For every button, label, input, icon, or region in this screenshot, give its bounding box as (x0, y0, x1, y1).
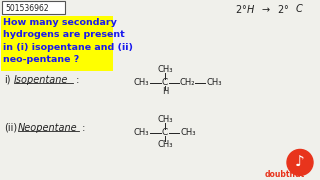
Text: CH₃: CH₃ (133, 128, 149, 137)
Text: C: C (296, 4, 302, 14)
Text: 501536962: 501536962 (5, 4, 49, 14)
Text: doubtnut: doubtnut (265, 170, 305, 179)
Text: (ii): (ii) (4, 123, 17, 132)
Circle shape (287, 149, 313, 175)
Text: i): i) (4, 75, 11, 85)
Circle shape (292, 2, 306, 16)
Text: CH₃: CH₃ (180, 128, 196, 137)
Text: H: H (162, 87, 168, 96)
Text: $2°H$  $\rightarrow$  $2°$: $2°H$ $\rightarrow$ $2°$ (235, 3, 290, 15)
Text: CH₃: CH₃ (157, 65, 173, 74)
Text: CH₃: CH₃ (133, 78, 149, 87)
FancyBboxPatch shape (1, 16, 113, 71)
Text: Neopentane: Neopentane (18, 123, 78, 132)
Text: How many secondary
hydrogens are present
in (i) isopentane and (ii)
neo-pentane : How many secondary hydrogens are present… (3, 18, 133, 64)
Text: :: : (79, 123, 85, 132)
Text: :: : (73, 75, 79, 85)
Text: CH₃: CH₃ (157, 115, 173, 124)
Text: C: C (162, 78, 168, 87)
FancyBboxPatch shape (2, 1, 65, 14)
Text: CH₃: CH₃ (206, 78, 222, 87)
Text: Isopentane: Isopentane (14, 75, 68, 85)
Text: ♪: ♪ (295, 155, 305, 170)
Text: CH₃: CH₃ (157, 140, 173, 149)
Text: C: C (162, 128, 168, 137)
Text: CH₂: CH₂ (179, 78, 195, 87)
